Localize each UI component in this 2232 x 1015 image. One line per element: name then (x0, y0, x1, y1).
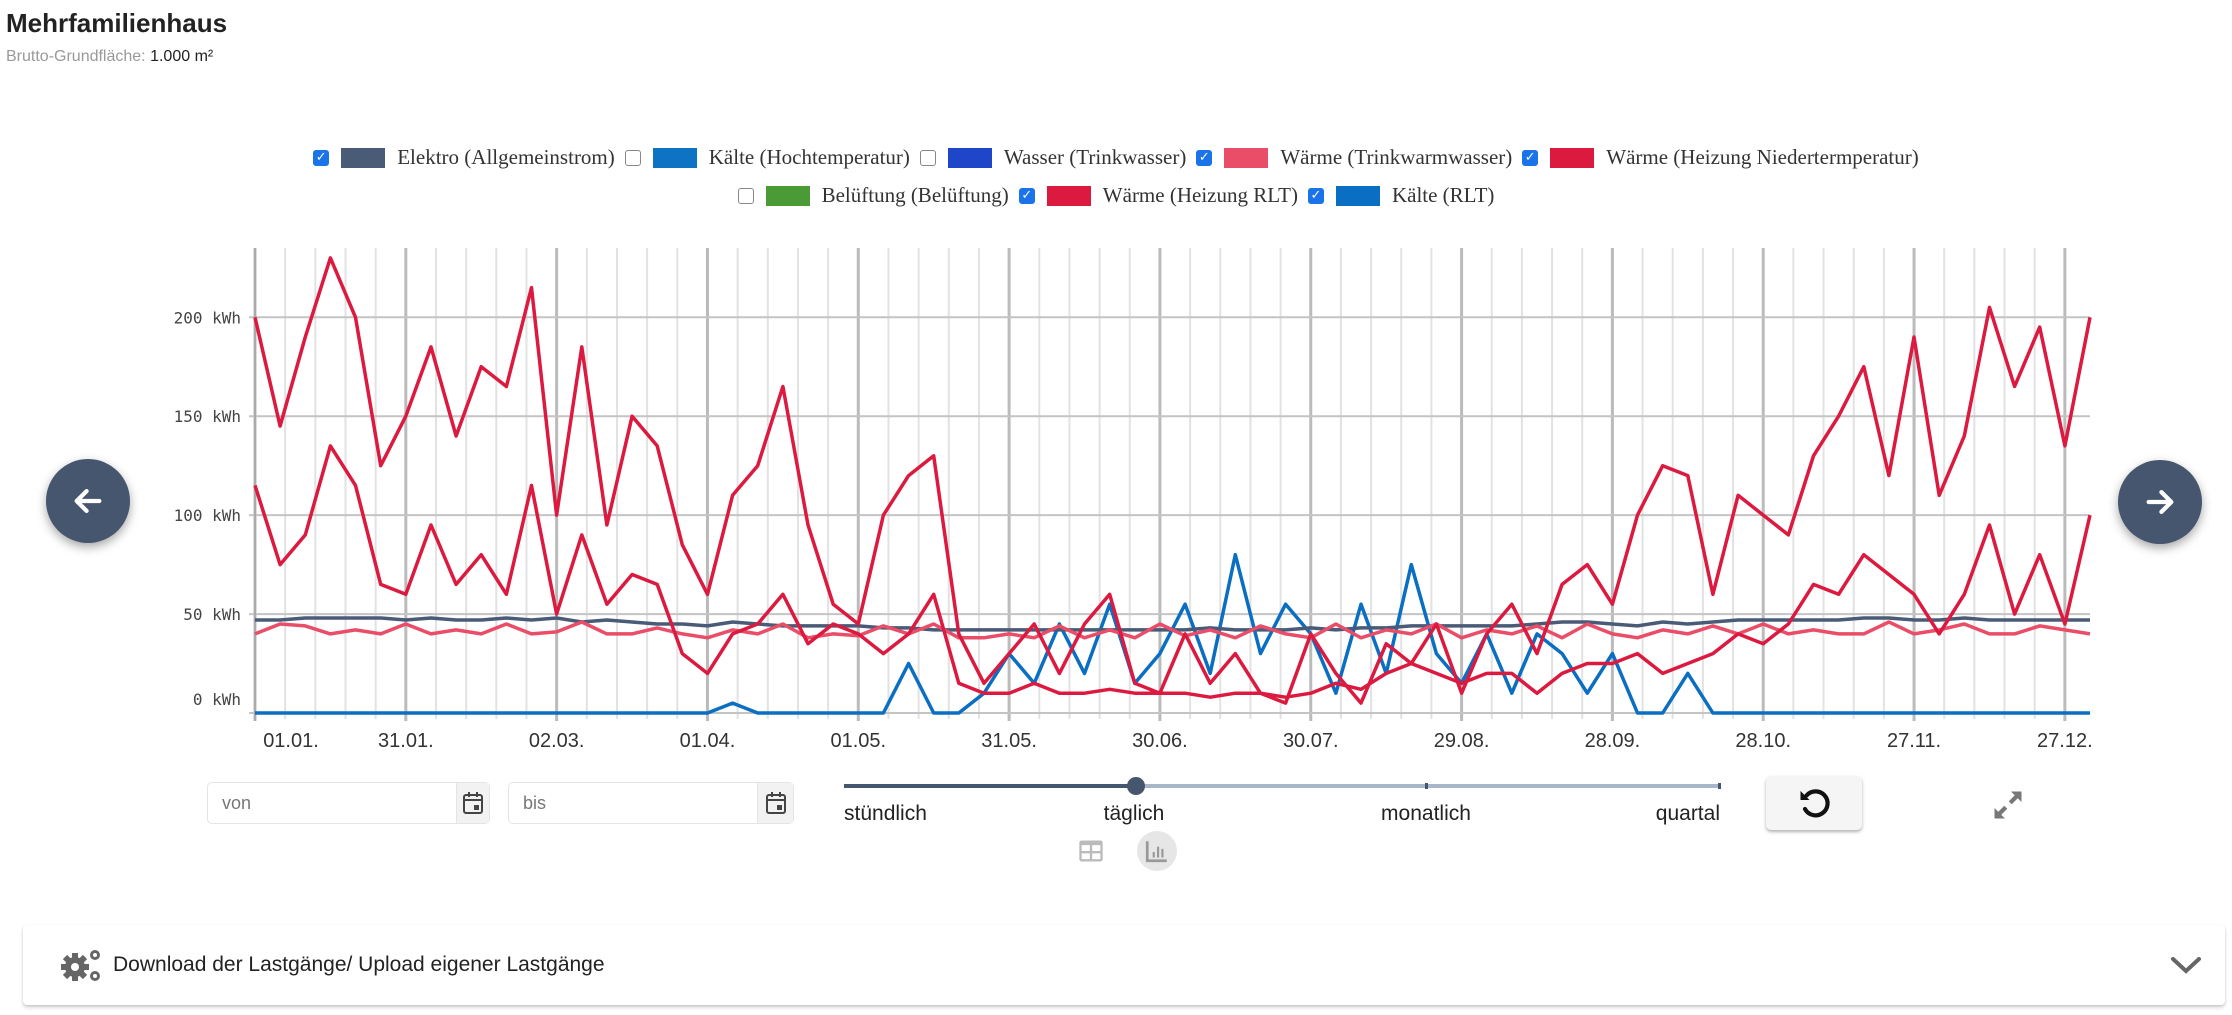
series-line-wärme-heizung-niedertermperatur (253, 256, 2092, 705)
legend-color-swatch (1335, 185, 1380, 206)
legend-checkbox[interactable]: ✓ (1196, 149, 1213, 166)
x-tick-label: 27.11. (1887, 730, 1941, 752)
x-tick-label: 31.05. (981, 730, 1037, 752)
slider-track (1136, 784, 1720, 788)
x-tick-label: 30.06. (1132, 730, 1188, 752)
table-view-button[interactable] (1077, 837, 1105, 870)
next-button[interactable] (2118, 460, 2202, 544)
resolution-slider[interactable] (844, 777, 1721, 795)
resolution-option-monthly[interactable]: monatlich (1381, 802, 1471, 825)
legend-color-swatch (1046, 185, 1091, 206)
area-info: Brutto-Grundfläche: 1.000 m² (6, 48, 213, 66)
slider-track-filled (844, 784, 1136, 788)
legend-checkbox[interactable]: ✓ (1018, 187, 1035, 204)
undo-icon (1800, 789, 1830, 818)
page-title: Mehrfamilienhaus (6, 8, 228, 38)
x-tick-label: 01.01. (263, 730, 319, 752)
table-icon (1079, 840, 1103, 862)
legend-checkbox[interactable] (737, 187, 754, 204)
previous-button[interactable] (46, 459, 130, 543)
legend-item[interactable]: ✓ Wärme (Trinkwarmwasser) (1196, 145, 1512, 170)
x-tick-label: 28.09. (1585, 730, 1641, 752)
slider-tick (1425, 783, 1428, 789)
legend-item[interactable]: ✓ Wärme (Heizung RLT) (1018, 183, 1298, 208)
calendar-icon (463, 792, 483, 814)
arrow-left-icon (74, 488, 102, 514)
x-tick-label: 29.08. (1434, 730, 1490, 752)
x-tick-label: 30.07. (1283, 730, 1339, 752)
legend-color-swatch (652, 147, 697, 168)
x-tick-label: 01.05. (830, 730, 886, 752)
reset-button[interactable] (1766, 776, 1862, 830)
date-to-field[interactable] (508, 782, 794, 824)
x-tick-label: 01.04. (680, 730, 736, 752)
calendar-icon (765, 792, 786, 814)
series-line-wärme-trinkwarmwasser (254, 620, 2091, 640)
chart-view-button[interactable] (1137, 831, 1177, 871)
gears-icon (61, 950, 100, 981)
slider-tick (1718, 783, 1721, 789)
y-tick-label: 0 kWh (193, 690, 241, 709)
date-to-input[interactable] (509, 783, 757, 823)
legend-item[interactable]: ✓ Wärme (Heizung Niedertermperatur) (1522, 145, 1919, 170)
x-tick-label: 27.12. (2037, 730, 2093, 752)
x-tick-label: 28.10. (1735, 730, 1791, 752)
legend-row-1: ✓ Elektro (Allgemeinstrom) Kälte (Hochtemp… (0, 145, 2232, 170)
arrow-right-icon (2146, 489, 2174, 515)
area-label: Brutto-Grundfläche: (6, 48, 146, 65)
legend-item[interactable]: ✓ Kälte (RLT) (1307, 183, 1495, 208)
legend-item[interactable]: Belüftung (Belüftung) (737, 183, 1009, 208)
legend-label: Wärme (Trinkwarmwasser) (1280, 145, 1513, 169)
chevron-down-icon (2171, 957, 2201, 974)
x-tick-label: 02.03. (529, 730, 585, 752)
legend-row-2: Belüftung (Belüftung) ✓ Wärme (Heizung RLT… (0, 183, 2232, 208)
legend-label: Kälte (RLT) (1391, 183, 1495, 207)
legend-color-swatch (947, 147, 992, 168)
accordion-title: Download der Lastgänge/ Upload eigener L… (113, 953, 605, 976)
legend-color-swatch (1550, 147, 1595, 168)
y-tick-label: 200 kWh (174, 308, 241, 327)
legend-item[interactable]: Kälte (Hochtemperatur) (624, 145, 910, 170)
expand-icon (1994, 791, 2022, 819)
legend-label: Wärme (Heizung Niedertermperatur) (1606, 145, 1919, 169)
series-line-wärme-heizung-rlt (253, 444, 2092, 699)
legend-color-swatch (341, 147, 386, 168)
date-from-input[interactable] (208, 783, 456, 823)
y-tick-label: 50 kWh (183, 605, 241, 624)
x-tick-label: 31.01. (378, 730, 434, 752)
legend-checkbox[interactable]: ✓ (313, 149, 330, 166)
legend-checkbox[interactable]: ✓ (1522, 149, 1539, 166)
legend-item[interactable]: Wasser (Trinkwasser) (919, 145, 1187, 170)
area-value: 1.000 m² (150, 48, 214, 65)
legend-checkbox[interactable] (919, 149, 936, 166)
legend-label: Wasser (Trinkwasser) (1003, 145, 1187, 169)
legend-checkbox[interactable] (624, 149, 641, 166)
legend-checkbox[interactable]: ✓ (1307, 187, 1324, 204)
download-upload-accordion[interactable]: Download der Lastgänge/ Upload eigener L… (23, 925, 2225, 1005)
y-tick-label: 100 kWh (174, 506, 241, 525)
legend-item[interactable]: ✓ Elektro (Allgemeinstrom) (313, 145, 615, 170)
resolution-option-daily[interactable]: täglich (1103, 802, 1165, 825)
load-profile-chart: 01.01. 31.01. 02.03. 01.04. 01.05. 31.05. 30.0… (174, 248, 2093, 752)
legend-label: Wärme (Heizung RLT) (1102, 183, 1298, 207)
legend-label: Elektro (Allgemeinstrom) (397, 145, 615, 169)
date-from-field[interactable] (207, 782, 490, 824)
legend-label: Belüftung (Belüftung) (821, 183, 1009, 207)
legend-label: Kälte (Hochtemperatur) (708, 145, 910, 169)
fullscreen-button[interactable] (1990, 787, 2026, 828)
resolution-option-hourly[interactable]: stündlich (844, 802, 927, 825)
resolution-option-quarterly[interactable]: quartal (1655, 802, 1720, 825)
date-to-calendar-button[interactable] (757, 783, 793, 823)
date-from-calendar-button[interactable] (456, 783, 489, 823)
legend-color-swatch (1224, 147, 1269, 168)
slider-thumb[interactable] (1127, 777, 1145, 795)
legend-color-swatch (765, 185, 810, 206)
y-tick-label: 150 kWh (174, 407, 241, 426)
bar-chart-icon (1145, 841, 1167, 863)
